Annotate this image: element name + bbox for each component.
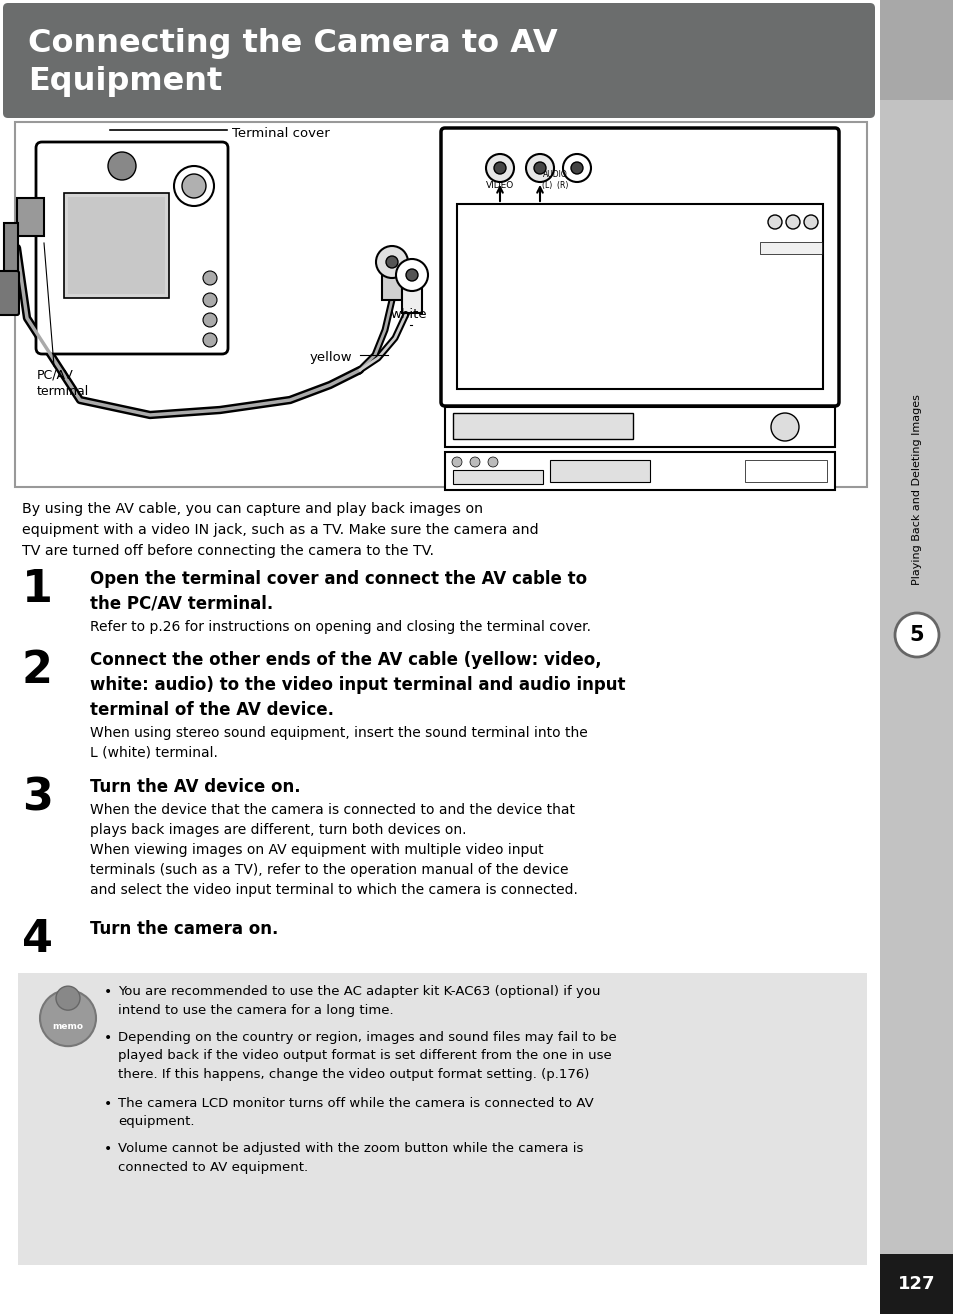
Text: white: white bbox=[390, 309, 426, 322]
Circle shape bbox=[203, 293, 216, 307]
Bar bbox=[453, 470, 542, 484]
Circle shape bbox=[182, 173, 206, 198]
Circle shape bbox=[203, 332, 216, 347]
Text: 4: 4 bbox=[22, 918, 53, 961]
Bar bbox=[381, 265, 401, 300]
Bar bbox=[744, 460, 826, 482]
Circle shape bbox=[488, 457, 497, 466]
Bar bbox=[68, 197, 165, 294]
Text: Terminal cover: Terminal cover bbox=[232, 127, 330, 141]
Bar bbox=[444, 407, 834, 447]
Bar bbox=[18, 974, 866, 1265]
Circle shape bbox=[375, 246, 408, 279]
Circle shape bbox=[406, 269, 417, 281]
Text: Open the terminal cover and connect the AV cable to
the PC/AV terminal.: Open the terminal cover and connect the … bbox=[90, 570, 586, 614]
Circle shape bbox=[108, 152, 136, 180]
Text: Turn the camera on.: Turn the camera on. bbox=[90, 920, 278, 938]
Circle shape bbox=[40, 991, 96, 1046]
Text: 1: 1 bbox=[22, 568, 53, 611]
FancyBboxPatch shape bbox=[36, 142, 228, 353]
Text: yellow: yellow bbox=[310, 352, 353, 364]
Text: Connecting the Camera to AV: Connecting the Camera to AV bbox=[28, 28, 558, 59]
Bar bbox=[456, 204, 822, 389]
Text: 127: 127 bbox=[898, 1275, 935, 1293]
Text: Equipment: Equipment bbox=[28, 66, 222, 97]
Circle shape bbox=[562, 154, 590, 183]
Circle shape bbox=[785, 215, 800, 229]
Bar bbox=[64, 193, 169, 298]
Circle shape bbox=[173, 166, 213, 206]
Bar bbox=[879, 0, 953, 100]
Text: •: • bbox=[104, 1030, 112, 1045]
Text: When the device that the camera is connected to and the device that
plays back i: When the device that the camera is conne… bbox=[90, 803, 578, 897]
FancyBboxPatch shape bbox=[0, 271, 19, 315]
Text: Refer to p.26 for instructions on opening and closing the terminal cover.: Refer to p.26 for instructions on openin… bbox=[90, 620, 590, 633]
FancyBboxPatch shape bbox=[440, 127, 838, 406]
Text: PC/AV
terminal: PC/AV terminal bbox=[37, 368, 90, 398]
Text: Turn the AV device on.: Turn the AV device on. bbox=[90, 778, 300, 796]
Circle shape bbox=[525, 154, 554, 183]
Bar bbox=[444, 452, 834, 490]
Text: When using stereo sound equipment, insert the sound terminal into the
L (white) : When using stereo sound equipment, inser… bbox=[90, 725, 587, 759]
Circle shape bbox=[770, 413, 799, 442]
Text: By using the AV cable, you can capture and play back images on
equipment with a : By using the AV cable, you can capture a… bbox=[22, 502, 538, 558]
Bar bbox=[453, 413, 633, 439]
Bar bbox=[4, 223, 18, 279]
Circle shape bbox=[494, 162, 505, 173]
Bar bbox=[879, 0, 953, 1314]
Text: Connect the other ends of the AV cable (yellow: video,
white: audio) to the vide: Connect the other ends of the AV cable (… bbox=[90, 650, 625, 719]
Text: VIDEO: VIDEO bbox=[485, 181, 514, 191]
Bar bbox=[550, 460, 649, 482]
Circle shape bbox=[767, 215, 781, 229]
Text: Volume cannot be adjusted with the zoom button while the camera is
connected to : Volume cannot be adjusted with the zoom … bbox=[118, 1142, 583, 1173]
Circle shape bbox=[803, 215, 817, 229]
Circle shape bbox=[203, 271, 216, 285]
Circle shape bbox=[203, 313, 216, 327]
Circle shape bbox=[56, 987, 80, 1010]
Bar bbox=[401, 279, 421, 313]
FancyBboxPatch shape bbox=[3, 3, 874, 118]
Text: Playing Back and Deleting Images: Playing Back and Deleting Images bbox=[911, 394, 921, 586]
Text: •: • bbox=[104, 986, 112, 999]
Circle shape bbox=[452, 457, 461, 466]
Text: •: • bbox=[104, 1097, 112, 1110]
Circle shape bbox=[395, 259, 428, 290]
Bar bbox=[17, 198, 44, 237]
Bar bbox=[760, 242, 821, 254]
Circle shape bbox=[894, 614, 938, 657]
Circle shape bbox=[485, 154, 514, 183]
Text: Depending on the country or region, images and sound files may fail to be
played: Depending on the country or region, imag… bbox=[118, 1030, 616, 1081]
Text: AUDIO
(L)  (R): AUDIO (L) (R) bbox=[541, 171, 568, 189]
Text: memo: memo bbox=[52, 1022, 84, 1030]
Circle shape bbox=[534, 162, 545, 173]
Text: You are recommended to use the AC adapter kit K-AC63 (optional) if you
intend to: You are recommended to use the AC adapte… bbox=[118, 986, 599, 1017]
Text: •: • bbox=[104, 1142, 112, 1156]
Circle shape bbox=[571, 162, 582, 173]
Circle shape bbox=[470, 457, 479, 466]
Bar bbox=[879, 1254, 953, 1314]
Text: 5: 5 bbox=[909, 625, 923, 645]
Text: 3: 3 bbox=[22, 777, 52, 820]
Text: 2: 2 bbox=[22, 649, 53, 692]
Circle shape bbox=[386, 256, 397, 268]
Bar bbox=[15, 122, 866, 487]
Text: The camera LCD monitor turns off while the camera is connected to AV
equipment.: The camera LCD monitor turns off while t… bbox=[118, 1097, 593, 1129]
